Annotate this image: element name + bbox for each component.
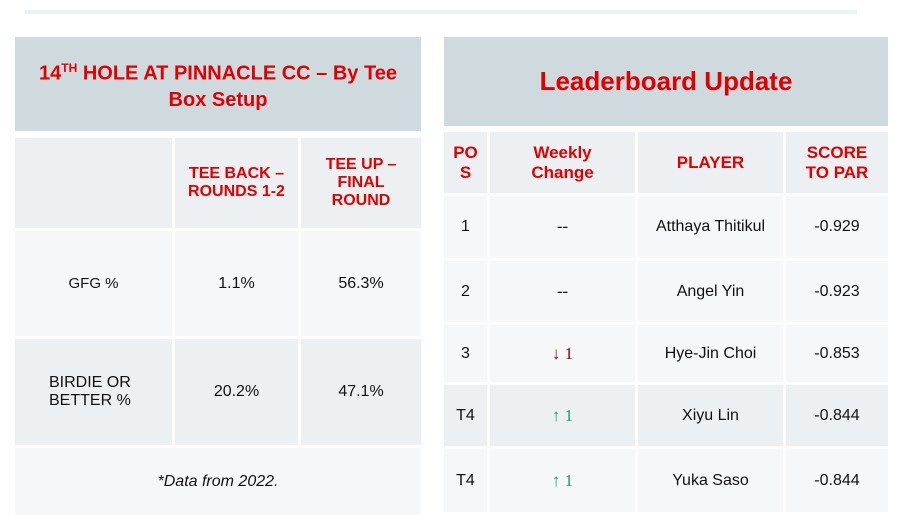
leaderboard-weekly-change-cell: -- <box>490 261 635 322</box>
leaderboard-weekly-change-cell: ↑ 1 <box>490 449 635 512</box>
hole-table-title: 14TH HOLE AT PINNACLE CC – By Tee Box Se… <box>15 37 421 131</box>
leaderboard-player-cell: Hye-Jin Choi <box>638 325 783 382</box>
leaderboard-player-cell: Yuka Saso <box>638 449 783 512</box>
header-weekly-change: Weekly Change <box>490 132 635 193</box>
header-tee-back: TEE BACK – ROUNDS 1-2 <box>175 138 298 228</box>
birdie-tee-back: 20.2% <box>175 339 298 445</box>
leaderboard-pos-cell: T4 <box>444 385 487 446</box>
header-score: SCORE TO PAR <box>786 132 888 193</box>
header-blank <box>15 138 172 228</box>
row-label-gfg: GFG % <box>15 231 172 336</box>
leaderboard-score-cell: -0.853 <box>786 325 888 382</box>
gfg-tee-up: 56.3% <box>301 231 421 336</box>
data-note: *Data from 2022. <box>15 448 421 515</box>
header-tee-up: TEE UP – FINAL ROUND <box>301 138 421 228</box>
leaderboard-pos-cell: 1 <box>444 196 487 258</box>
leaderboard-weekly-change-cell: ↓ 1 <box>490 325 635 382</box>
birdie-tee-up: 47.1% <box>301 339 421 445</box>
leaderboard-player-cell: Xiyu Lin <box>638 385 783 446</box>
header-player: PLAYER <box>638 132 783 193</box>
gfg-tee-back: 1.1% <box>175 231 298 336</box>
header-pos: PO S <box>444 132 487 193</box>
leaderboard-score-cell: -0.844 <box>786 385 888 446</box>
top-divider <box>25 10 857 14</box>
leaderboard-score-cell: -0.844 <box>786 449 888 512</box>
leaderboard-weekly-change-cell: -- <box>490 196 635 258</box>
leaderboard-pos-cell: 3 <box>444 325 487 382</box>
leaderboard-score-cell: -0.923 <box>786 261 888 322</box>
leaderboard-pos-cell: 2 <box>444 261 487 322</box>
row-label-birdie: BIRDIE OR BETTER % <box>15 339 172 445</box>
leaderboard-pos-cell: T4 <box>444 449 487 512</box>
leaderboard-weekly-change-cell: ↑ 1 <box>490 385 635 446</box>
leaderboard-title: Leaderboard Update <box>444 37 888 126</box>
leaderboard-player-cell: Atthaya Thitikul <box>638 196 783 258</box>
leaderboard-score-cell: -0.929 <box>786 196 888 258</box>
leaderboard-player-cell: Angel Yin <box>638 261 783 322</box>
